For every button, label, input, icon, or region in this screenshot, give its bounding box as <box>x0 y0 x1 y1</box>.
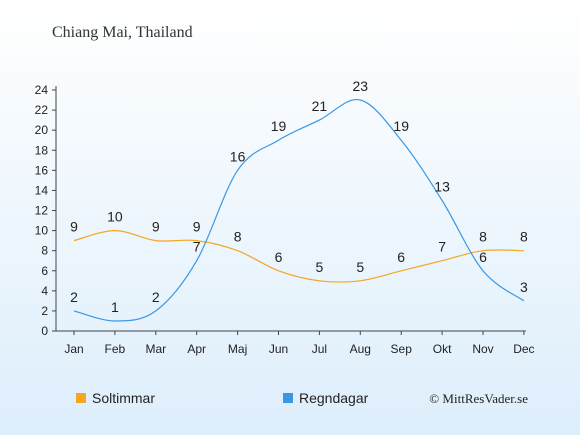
y-tick-label: 10 <box>35 224 49 238</box>
x-tick-label: Feb <box>105 342 126 356</box>
data-label-soltimmar: 9 <box>193 219 201 235</box>
data-label-soltimmar: 5 <box>356 259 364 275</box>
y-tick-label: 22 <box>35 103 49 117</box>
y-tick-label: 6 <box>41 264 48 278</box>
data-label-soltimmar: 10 <box>107 209 123 225</box>
data-label-regndagar: 7 <box>193 239 201 255</box>
legend-label-soltimmar: Soltimmar <box>92 390 155 406</box>
y-tick-label: 16 <box>35 163 49 177</box>
x-tick-label: Okt <box>433 342 452 356</box>
x-tick-label: Maj <box>228 342 247 356</box>
data-label-regndagar: 16 <box>230 148 246 164</box>
legend-swatch-soltimmar <box>76 393 86 403</box>
copyright-text: © MittResVader.se <box>429 391 528 406</box>
data-label-regndagar: 6 <box>479 249 487 265</box>
y-tick-label: 0 <box>41 324 48 338</box>
data-label-soltimmar: 6 <box>397 249 405 265</box>
x-tick-label: Sep <box>391 342 413 356</box>
y-tick-label: 18 <box>35 143 49 157</box>
x-tick-label: Aug <box>350 342 371 356</box>
y-tick-label: 14 <box>35 183 49 197</box>
series-line-regndagar <box>73 99 525 322</box>
series-line-soltimmar <box>73 229 524 283</box>
y-tick-label: 2 <box>41 304 48 318</box>
legend-label-regndagar: Regndagar <box>299 390 369 406</box>
data-label-soltimmar: 8 <box>520 229 528 245</box>
x-tick-label: Jan <box>64 342 83 356</box>
y-tick-label: 12 <box>35 204 49 218</box>
data-label-soltimmar: 8 <box>234 229 242 245</box>
data-label-soltimmar: 6 <box>275 249 283 265</box>
data-label-regndagar: 19 <box>393 118 409 134</box>
x-tick-label: Jun <box>269 342 288 356</box>
data-label-regndagar: 19 <box>271 118 287 134</box>
chart-title: Chiang Mai, Thailand <box>52 24 193 41</box>
data-label-soltimmar: 8 <box>479 229 487 245</box>
y-tick-label: 20 <box>35 123 49 137</box>
y-tick-label: 24 <box>35 83 49 97</box>
x-tick-label: Mar <box>145 342 166 356</box>
y-tick-label: 4 <box>41 284 48 298</box>
legend: Soltimmar Regndagar <box>76 390 369 406</box>
data-label-regndagar: 21 <box>312 98 328 114</box>
data-label-regndagar: 3 <box>520 279 528 295</box>
y-tick-label: 8 <box>41 244 48 258</box>
data-label-regndagar: 2 <box>70 289 78 305</box>
data-label-soltimmar: 9 <box>152 219 160 235</box>
data-label-regndagar: 2 <box>152 289 160 305</box>
x-tick-label: Nov <box>472 342 493 356</box>
data-label-soltimmar: 9 <box>70 219 78 235</box>
data-label-regndagar: 1 <box>111 299 119 315</box>
data-label-soltimmar: 7 <box>438 239 446 255</box>
legend-swatch-regndagar <box>283 393 293 403</box>
x-tick-label: Jul <box>312 342 327 356</box>
data-label-regndagar: 13 <box>434 178 450 194</box>
data-label-regndagar: 23 <box>353 78 369 94</box>
data-label-soltimmar: 5 <box>316 259 324 275</box>
x-tick-label: Apr <box>187 342 206 356</box>
x-tick-label: Dec <box>513 342 534 356</box>
